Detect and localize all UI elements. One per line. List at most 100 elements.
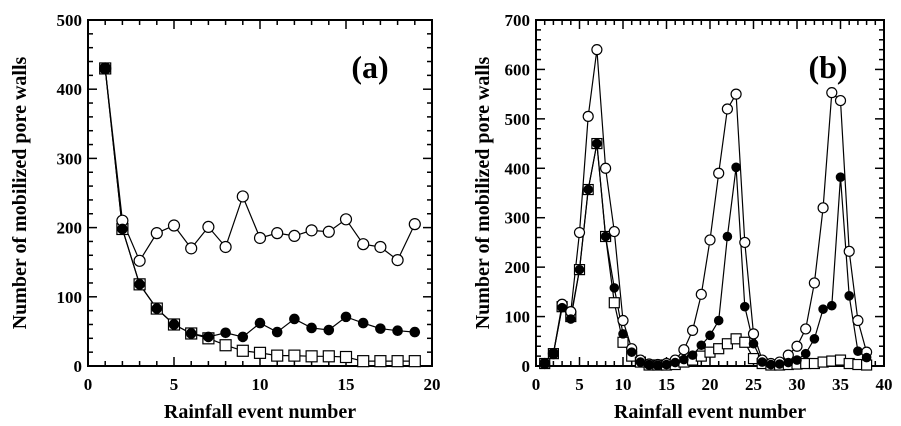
- data-point-filled-circle: [600, 231, 611, 242]
- y-tick-label: 400: [505, 159, 531, 178]
- data-point-open-circle: [133, 254, 146, 267]
- y-tick-label: 300: [57, 149, 83, 168]
- data-point-open-circle: [391, 254, 404, 267]
- data-point-open-circle: [686, 324, 699, 337]
- data-point-filled-circle: [766, 359, 776, 370]
- data-point-open-circle: [202, 220, 215, 234]
- data-point-filled-circle: [835, 172, 846, 182]
- x-tick-label: 5: [575, 375, 584, 394]
- data-point-open-circle: [582, 110, 594, 122]
- data-point-filled-circle: [134, 279, 145, 290]
- data-point-filled-circle: [618, 329, 628, 339]
- data-point-filled-circle: [220, 327, 231, 339]
- y-tick-label: 500: [57, 11, 83, 30]
- data-point-filled-circle: [853, 346, 863, 356]
- data-point-square: [305, 350, 318, 363]
- data-point-filled-circle: [289, 313, 300, 325]
- data-point-filled-circle: [844, 291, 855, 301]
- data-point-filled-circle: [748, 338, 759, 349]
- y-tick-label: 200: [57, 219, 83, 238]
- data-point-open-circle: [739, 236, 751, 249]
- data-point-open-circle: [591, 44, 603, 56]
- data-point-filled-circle: [254, 317, 266, 329]
- y-tick-label: 100: [57, 288, 83, 307]
- data-point-square: [219, 339, 232, 352]
- data-point-square: [739, 336, 751, 348]
- data-point-open-circle: [150, 227, 163, 240]
- data-point-open-circle: [271, 227, 284, 240]
- data-point-open-circle: [305, 224, 318, 237]
- data-point-filled-circle: [117, 223, 128, 235]
- data-point-filled-circle: [696, 340, 707, 351]
- y-tick-label: 700: [505, 11, 531, 30]
- data-point-open-circle: [608, 225, 620, 238]
- x-tick-label: 15: [658, 375, 675, 394]
- x-tick-label: 20: [424, 375, 441, 394]
- data-point-filled-circle: [635, 357, 646, 367]
- data-point-filled-circle: [609, 283, 620, 293]
- data-point-filled-circle: [583, 184, 594, 195]
- data-point-filled-circle: [375, 323, 386, 334]
- data-point-open-circle: [808, 277, 821, 289]
- data-point-filled-circle: [548, 348, 559, 359]
- data-point-square: [253, 346, 267, 359]
- data-point-open-circle: [288, 229, 301, 243]
- y-axis-label: Number of mobilized pore walls: [472, 56, 494, 329]
- x-tick-label: 25: [745, 375, 762, 394]
- data-point-square: [608, 297, 620, 309]
- x-tick-label: 35: [832, 375, 849, 394]
- y-tick-label: 100: [505, 308, 531, 327]
- y-axis-label: Number of mobilized pore walls: [9, 56, 31, 329]
- data-point-filled-circle: [99, 63, 111, 74]
- x-axis-label: Rainfall event number: [164, 401, 356, 423]
- data-point-open-circle: [730, 88, 742, 100]
- data-point-open-circle: [599, 162, 612, 174]
- data-point-open-circle: [167, 219, 181, 232]
- data-point-filled-circle: [592, 138, 602, 149]
- data-point-square: [339, 350, 353, 364]
- data-point-filled-circle: [306, 322, 317, 334]
- data-point-filled-circle: [340, 311, 352, 323]
- data-point-open-circle: [791, 340, 803, 352]
- data-point-open-circle: [185, 242, 198, 255]
- data-point-filled-circle: [574, 264, 585, 275]
- data-point-square: [391, 355, 404, 368]
- data-point-open-circle: [704, 234, 716, 246]
- data-point-filled-circle: [731, 162, 741, 173]
- data-point-filled-circle: [539, 358, 550, 369]
- data-point-open-circle: [713, 167, 725, 179]
- y-tick-label: 500: [505, 110, 531, 129]
- data-point-open-circle: [236, 190, 249, 203]
- data-point-open-circle: [826, 87, 838, 99]
- data-point-square: [288, 349, 301, 362]
- y-tick-label: 0: [522, 357, 531, 376]
- data-point-square: [357, 355, 370, 368]
- data-point-filled-circle: [783, 357, 794, 368]
- data-point-open-circle: [817, 202, 829, 214]
- data-point-open-circle: [843, 245, 855, 257]
- x-tick-label: 20: [702, 375, 719, 394]
- data-point-filled-circle: [818, 304, 828, 314]
- data-point-open-circle: [408, 218, 421, 231]
- x-tick-label: 40: [876, 375, 893, 394]
- data-point-filled-circle: [566, 314, 576, 324]
- series-line-open-circle: [544, 49, 868, 366]
- data-point-filled-circle: [661, 359, 672, 370]
- y-tick-label: 200: [505, 258, 531, 277]
- data-point-square: [271, 349, 284, 362]
- data-point-filled-circle: [809, 334, 820, 344]
- data-point-filled-circle: [323, 324, 335, 336]
- data-point-filled-circle: [861, 352, 872, 363]
- data-point-square: [322, 350, 335, 363]
- panel-label: (b): [808, 49, 847, 85]
- data-point-square: [408, 355, 421, 368]
- data-point-filled-circle: [168, 319, 180, 330]
- data-point-open-circle: [678, 344, 690, 356]
- data-point-filled-circle: [644, 359, 654, 370]
- x-tick-label: 0: [532, 375, 541, 394]
- data-point-open-circle: [800, 323, 812, 335]
- data-point-filled-circle: [722, 231, 733, 242]
- x-axis-label: Rainfall event number: [614, 401, 806, 423]
- data-point-open-circle: [721, 103, 734, 115]
